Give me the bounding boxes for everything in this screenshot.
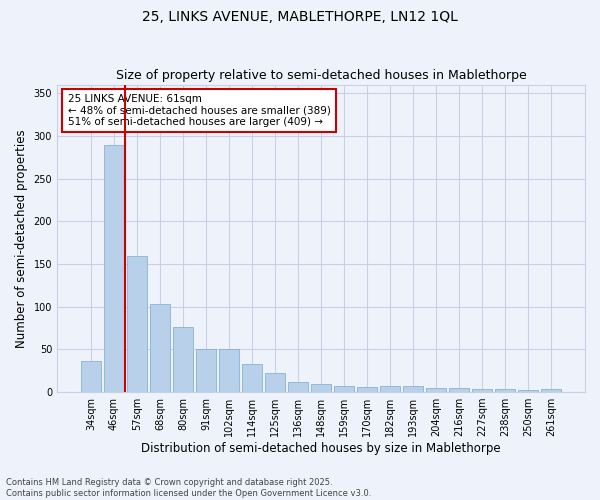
Bar xyxy=(334,386,354,392)
Bar xyxy=(173,327,193,392)
Bar xyxy=(472,388,492,392)
Bar xyxy=(357,387,377,392)
Y-axis label: Number of semi-detached properties: Number of semi-detached properties xyxy=(15,129,28,348)
Bar xyxy=(518,390,538,392)
Bar xyxy=(150,304,170,392)
Bar xyxy=(196,350,216,392)
Bar xyxy=(311,384,331,392)
Bar xyxy=(104,145,124,392)
Bar xyxy=(265,374,285,392)
Bar xyxy=(81,362,101,392)
X-axis label: Distribution of semi-detached houses by size in Mablethorpe: Distribution of semi-detached houses by … xyxy=(141,442,501,455)
Bar xyxy=(242,364,262,392)
Bar xyxy=(449,388,469,392)
Bar xyxy=(380,386,400,392)
Bar xyxy=(403,386,423,392)
Title: Size of property relative to semi-detached houses in Mablethorpe: Size of property relative to semi-detach… xyxy=(116,69,526,82)
Bar xyxy=(541,388,561,392)
Text: 25 LINKS AVENUE: 61sqm
← 48% of semi-detached houses are smaller (389)
51% of se: 25 LINKS AVENUE: 61sqm ← 48% of semi-det… xyxy=(68,94,331,127)
Text: Contains HM Land Registry data © Crown copyright and database right 2025.
Contai: Contains HM Land Registry data © Crown c… xyxy=(6,478,371,498)
Bar xyxy=(219,350,239,392)
Bar xyxy=(496,388,515,392)
Bar xyxy=(427,388,446,392)
Bar xyxy=(288,382,308,392)
Text: 25, LINKS AVENUE, MABLETHORPE, LN12 1QL: 25, LINKS AVENUE, MABLETHORPE, LN12 1QL xyxy=(142,10,458,24)
Bar xyxy=(127,256,146,392)
